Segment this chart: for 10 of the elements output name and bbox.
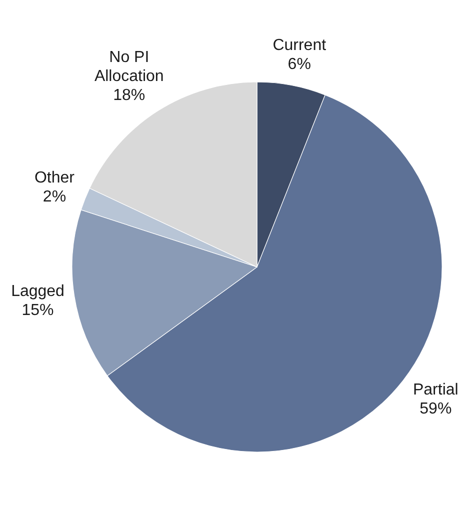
slice-label: Partial (412, 381, 458, 398)
data-label: 2% (42, 188, 66, 206)
data-label: 15% (22, 302, 54, 319)
data-label: 6% (288, 56, 311, 73)
data-label: 59% (420, 400, 452, 418)
slice-label: Current (272, 36, 327, 54)
slice-label: No PI Allocation (94, 49, 164, 86)
slice-label: Other (34, 169, 76, 186)
data-label: 18% (113, 87, 146, 104)
slice-label: Lagged (11, 282, 64, 300)
